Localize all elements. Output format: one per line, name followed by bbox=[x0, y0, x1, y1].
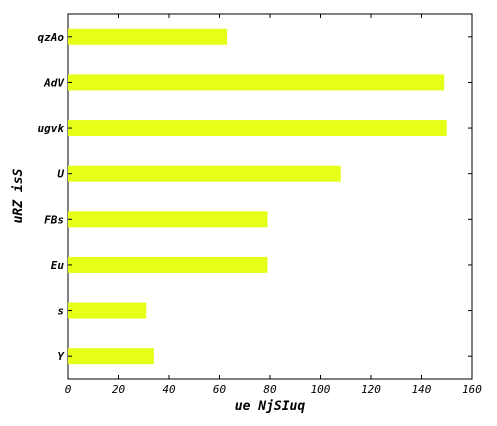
x-tick-label: 160 bbox=[462, 383, 482, 396]
bar-Y bbox=[68, 348, 154, 365]
bar-U bbox=[68, 165, 341, 182]
y-axis-ticks: qzAo AdV ugvk U FBs Eu s Y bbox=[38, 31, 472, 363]
bar-FBs bbox=[68, 211, 268, 228]
bar-Eu bbox=[68, 256, 268, 273]
x-tick-label: 80 bbox=[263, 383, 277, 396]
x-tick-label: 140 bbox=[412, 383, 432, 396]
x-tick-label: 40 bbox=[162, 383, 176, 396]
y-tick-label: ugvk bbox=[38, 122, 65, 135]
x-tick-label: 0 bbox=[65, 383, 72, 396]
y-tick-label: FBs bbox=[44, 213, 64, 226]
bar-s bbox=[68, 302, 147, 319]
y-tick-label: U bbox=[57, 168, 64, 181]
bar-ugvk bbox=[68, 120, 447, 137]
bar-qzAo bbox=[68, 28, 228, 45]
bar-AdV bbox=[68, 74, 445, 91]
x-tick-label: 120 bbox=[361, 383, 381, 396]
y-tick-label: AdV bbox=[43, 76, 65, 89]
y-tick-label: Eu bbox=[51, 259, 65, 272]
x-tick-label: 20 bbox=[112, 383, 126, 396]
y-tick-label: qzAo bbox=[38, 31, 65, 44]
y-tick-label: Y bbox=[57, 350, 65, 363]
plot-area bbox=[67, 13, 473, 380]
x-axis-title: ue NjSIuq bbox=[235, 399, 306, 414]
y-axis-title: uRZ isS bbox=[11, 168, 26, 223]
x-tick-label: 100 bbox=[311, 383, 331, 396]
x-tick-label: 60 bbox=[213, 383, 227, 396]
x-axis-ticks: 0 20 40 60 80 100 120 140 160 bbox=[65, 14, 482, 396]
y-tick-label: s bbox=[57, 305, 64, 318]
bars-group bbox=[68, 28, 447, 365]
